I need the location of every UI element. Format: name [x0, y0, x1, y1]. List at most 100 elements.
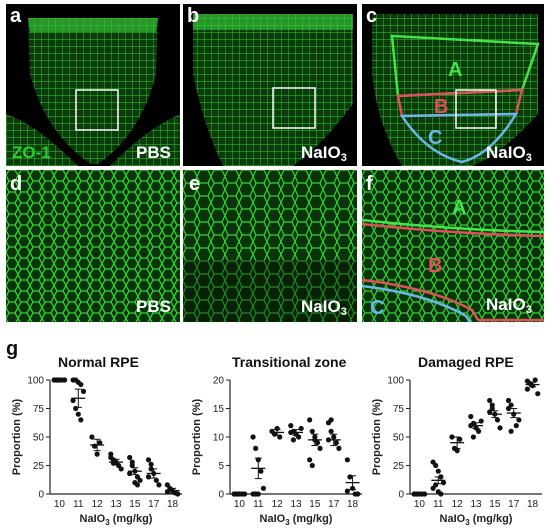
data-point [288, 423, 294, 429]
panel-c-image [372, 14, 540, 166]
data-point [449, 434, 455, 440]
data-point [108, 454, 114, 461]
data-point [535, 391, 541, 397]
data-point [438, 491, 444, 497]
y-tick-label: 75 [33, 404, 45, 415]
y-tick-label: 5 [218, 461, 224, 472]
data-point [497, 425, 503, 431]
zone-b-lower-boundary [362, 278, 480, 321]
panel-f: f A B C NaIO3 [362, 170, 544, 322]
x-axis-label: NaIO3 (mg/kg) [80, 513, 153, 527]
data-point [433, 482, 439, 488]
y-tick-label: 50 [393, 433, 405, 444]
x-tick-label: 15 [309, 499, 321, 510]
y-tick-label: 0 [218, 490, 224, 501]
data-point [468, 413, 474, 420]
x-tick-label: 18 [167, 499, 179, 510]
data-point [309, 462, 315, 469]
data-point [118, 466, 124, 472]
panel-label-f: f [366, 173, 373, 195]
data-point [336, 445, 342, 451]
data-point [516, 417, 522, 423]
data-point [78, 417, 84, 423]
panel-e: e NaIO3 [183, 170, 357, 322]
data-point [433, 462, 439, 469]
data-point [129, 459, 135, 465]
zoom-box [455, 89, 497, 129]
data-point [127, 454, 133, 461]
data-point [454, 448, 460, 454]
panel-f-image [362, 170, 544, 322]
panel-label-a: a [10, 5, 22, 27]
zone-b-boundary [362, 222, 544, 238]
data-point [347, 474, 353, 480]
data-point [75, 411, 81, 417]
chart-normal-rpe-svg: 0 25 50 75 100 10 11 12 13 15 17 18 Proportion (%) Na… [11, 376, 182, 527]
x-axis-label: NaIO3 (mg/kg) [440, 513, 513, 527]
x-tick-label: 10 [54, 499, 66, 510]
panel-d-image [6, 170, 180, 322]
data-point [505, 405, 512, 412]
x-tick-label: 13 [110, 499, 122, 510]
panel-label-e: e [189, 173, 201, 195]
data-point [505, 397, 512, 404]
data-point [260, 485, 267, 491]
panel-b-image [193, 14, 353, 166]
zone-label-a: A [448, 59, 463, 81]
y-tick-label: 100 [27, 376, 44, 387]
zone-c-boundary [362, 284, 472, 322]
condition-label: NaIO3 [301, 143, 347, 165]
chart-damaged-rpe-svg: 0 25 50 75 100 10 11 12 13 15 17 18 Proportion (%) Na… [371, 376, 542, 527]
data-point [457, 436, 463, 442]
panel-label-d: d [10, 173, 23, 195]
data-point [435, 468, 441, 474]
panel-label-b: b [187, 5, 200, 27]
data-point [489, 402, 495, 408]
data-point [258, 468, 264, 474]
zone-a-boundary [362, 218, 544, 234]
y-tick-label: 100 [387, 376, 404, 387]
x-tick-label: 11 [253, 499, 264, 510]
data-point [344, 457, 350, 463]
chart-title: Normal RPE [58, 354, 139, 370]
data-point [487, 397, 493, 404]
chart-title: Damaged RPE [418, 354, 514, 370]
data-point [73, 405, 79, 412]
data-point [137, 477, 143, 483]
y-tick-label: 15 [213, 404, 225, 415]
data-point [355, 491, 361, 497]
condition-label: PBS [136, 297, 171, 316]
x-tick-label: 12 [272, 499, 284, 510]
data-point [91, 443, 98, 449]
x-tick-label: 12 [92, 499, 104, 510]
data-point [478, 418, 484, 424]
data-point [250, 434, 256, 440]
zone-label-b: B [434, 96, 449, 118]
data-point [307, 457, 313, 463]
zone-label-a: A [452, 197, 467, 219]
panel-label-g: g [6, 338, 19, 360]
zone-c-outline [399, 112, 519, 164]
data-point [89, 434, 95, 440]
data-point [97, 440, 103, 446]
data-point [470, 434, 476, 440]
y-tick-label: 10 [213, 433, 225, 444]
panel-c: c A B C NaIO3 [362, 4, 544, 166]
data-point [513, 423, 519, 429]
panel-a-image [6, 18, 180, 166]
data-point [164, 489, 170, 495]
x-tick-label: 17 [508, 499, 520, 510]
condition-label: NaIO3 [301, 297, 347, 319]
data-point [153, 477, 159, 483]
chart-normal-rpe: Normal RPE 0 25 50 75 100 10 11 12 13 15 17 18 Propo… [0, 350, 190, 527]
y-tick-label: 25 [33, 461, 45, 472]
condition-label: PBS [136, 143, 171, 162]
data-point [333, 440, 339, 446]
x-tick-label: 12 [452, 499, 464, 510]
data-point [328, 428, 334, 434]
x-tick-label: 17 [148, 499, 160, 510]
chart-title: Transitional zone [232, 354, 347, 370]
y-tick-label: 50 [33, 433, 45, 444]
y-axis-label: Proportion (%) [371, 398, 383, 475]
data-point [524, 386, 530, 392]
